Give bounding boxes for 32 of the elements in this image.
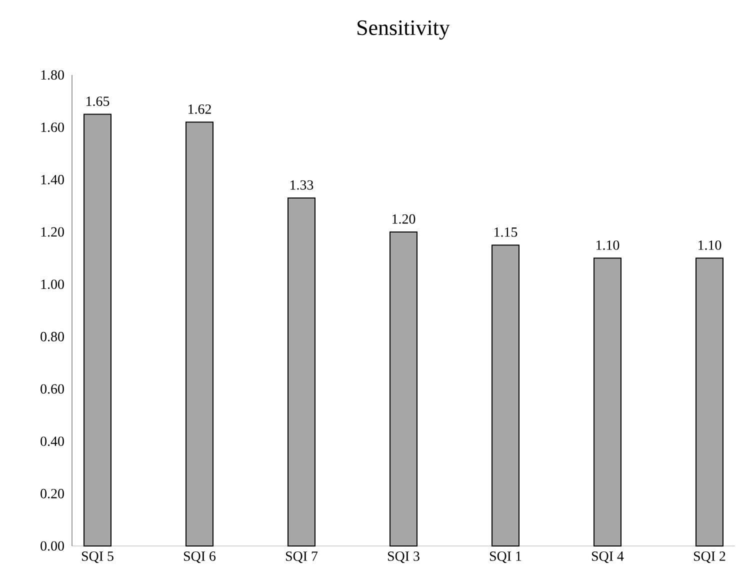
bar <box>390 231 418 546</box>
x-tick-label: SQI 4 <box>592 552 624 564</box>
y-tick-label: 1.20 <box>41 227 64 237</box>
bar <box>492 244 520 546</box>
data-label: 1.10 <box>596 240 620 250</box>
y-tick-label: 1.80 <box>41 70 64 80</box>
y-tick-label: 1.00 <box>41 280 64 290</box>
x-tick-label: SQI 1 <box>490 552 522 564</box>
data-label: 1.15 <box>494 227 518 237</box>
y-tick-label: 1.60 <box>41 122 64 132</box>
y-tick-label: 0.00 <box>40 541 64 551</box>
bar <box>84 114 112 546</box>
y-tick-label: 1.40 <box>41 174 64 184</box>
y-tick-label: 0.80 <box>40 332 64 342</box>
x-tick-label: SQI 7 <box>286 552 318 564</box>
x-tick-label: SQI 2 <box>694 552 726 564</box>
x-tick-label: SQI 5 <box>82 552 114 564</box>
chart-title: Sensitivity <box>358 20 450 40</box>
data-label: 1.65 <box>86 96 110 106</box>
y-tick-label: 0.40 <box>40 436 64 446</box>
bar <box>594 258 622 546</box>
x-tick-label: SQI 6 <box>184 552 216 564</box>
y-tick-label: 0.60 <box>40 384 64 394</box>
bar <box>288 197 316 546</box>
data-label: 1.20 <box>392 214 416 224</box>
x-tick-label: SQI 3 <box>388 552 420 564</box>
data-label: 1.10 <box>698 240 722 250</box>
data-label: 1.33 <box>290 180 314 190</box>
data-label: 1.62 <box>188 104 211 114</box>
bar <box>696 258 724 546</box>
bar <box>186 122 214 546</box>
y-tick-label: 0.20 <box>40 488 64 498</box>
